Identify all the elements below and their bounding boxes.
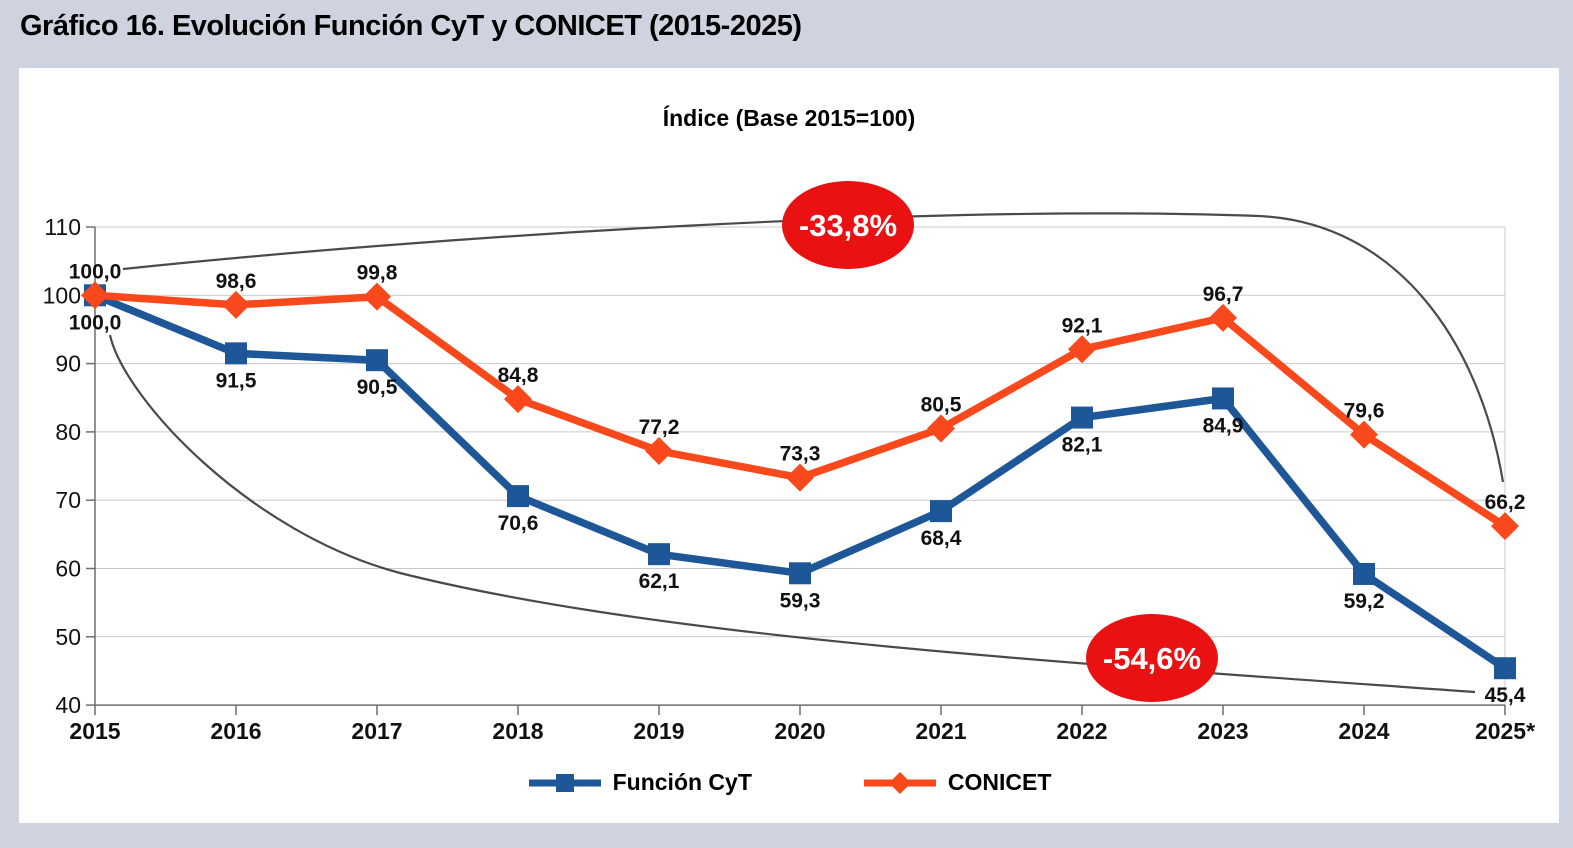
conicet-legend-marker (863, 771, 936, 794)
funcion-cyt-value-label-2018: 70,6 (498, 512, 539, 535)
conicet-value-label-2023: 96,7 (1203, 283, 1244, 306)
funcion-cyt-marker-2023 (1212, 387, 1234, 410)
funcion-cyt-marker-2022 (1071, 406, 1093, 429)
conicet-value-label-2020: 73,3 (780, 443, 821, 466)
funcion-cyt-value-label-2019: 62,1 (639, 570, 680, 593)
legend-item-funcion-cyt: Función CyT (527, 769, 752, 796)
conicet-marker-2025- (1491, 512, 1519, 541)
y-axis-label-70: 70 (55, 487, 81, 513)
conicet-marker-2022 (1068, 335, 1096, 364)
conicet-value-label-2018: 84,8 (498, 364, 539, 387)
y-axis-label-100: 100 (43, 282, 81, 308)
funcion-cyt-legend-marker (528, 773, 601, 792)
x-axis-label-2019: 2019 (633, 718, 684, 744)
conicet-marker-2020 (786, 463, 814, 492)
x-axis-label-2025-: 2025* (1475, 718, 1535, 744)
legend-label-conicet: CONICET (947, 769, 1052, 795)
conicet-value-label-2019: 77,2 (639, 416, 680, 439)
conicet-marker-2023 (1209, 303, 1237, 332)
funcion-cyt-value-label-2025-: 45,4 (1485, 684, 1526, 707)
funcion-cyt-marker-2021 (930, 500, 952, 523)
legend-item-conicet: CONICET (862, 769, 1052, 796)
funcion-cyt-value-label-2023: 84,9 (1203, 414, 1244, 437)
y-axis-label-40: 40 (55, 692, 81, 718)
funcion-cyt-value-label-2024: 59,2 (1344, 590, 1385, 613)
funcion-cyt-decline-callout-curve (108, 334, 1476, 694)
conicet-value-label-2022: 92,1 (1062, 314, 1103, 337)
conicet-marker-2019 (645, 437, 673, 466)
chart-legend: Función CyT CONICET (19, 753, 1559, 796)
x-axis-label-2020: 2020 (774, 718, 825, 744)
funcion-cyt-marker-2024 (1353, 562, 1375, 585)
conicet-marker-2024 (1350, 420, 1378, 449)
y-axis-label-90: 90 (55, 351, 81, 377)
legend-label-funcion-cyt: Función CyT (612, 769, 752, 795)
x-axis-label-2021: 2021 (915, 718, 966, 744)
conicet-value-label-2021: 80,5 (921, 393, 962, 416)
funcion-cyt-value-label-2016: 91,5 (216, 369, 257, 392)
annotation-badge-conicet (782, 181, 914, 269)
x-axis-label-2016: 2016 (210, 718, 261, 744)
annotation-badge-label-conicet: -33,8% (799, 208, 897, 243)
conicet-value-label-2016: 98,6 (216, 270, 257, 293)
conicet-value-label-2025-: 66,2 (1485, 491, 1526, 514)
x-axis-label-2017: 2017 (351, 718, 402, 744)
y-axis-label-50: 50 (55, 624, 81, 650)
x-axis-label-2024: 2024 (1338, 718, 1389, 744)
x-axis-label-2018: 2018 (492, 718, 543, 744)
y-axis-label-80: 80 (55, 419, 81, 445)
annotation-badge-label-funcion-cyt: -54,6% (1103, 641, 1201, 676)
conicet-value-label-2015: 100,0 (69, 260, 122, 283)
funcion-cyt-marker-2017 (366, 349, 388, 372)
conicet-marker-2016 (222, 290, 250, 319)
funcion-cyt-marker-2020 (789, 562, 811, 585)
funcion-cyt-value-label-2017: 90,5 (357, 376, 398, 399)
conicet-marker-2017 (363, 282, 391, 311)
chart-panel: Índice (Base 2015=100) 40 50 60 70 80 90 100 11… (19, 68, 1559, 823)
chart-title: Índice (Base 2015=100) (662, 105, 916, 131)
conicet-marker-2021 (927, 414, 955, 443)
line-chart-plot: 40 50 60 70 80 90 100 110 2015 2016 2017 2018 2019 20… (43, 181, 1535, 744)
conicet-value-label-2024: 79,6 (1344, 400, 1385, 423)
x-axis-label-2023: 2023 (1197, 718, 1248, 744)
x-axis-label-2015: 2015 (69, 718, 120, 744)
conicet-decline-callout-curve (122, 212, 1505, 483)
funcion-cyt-value-label-2022: 82,1 (1062, 434, 1103, 457)
funcion-cyt-marker-2025- (1494, 657, 1516, 680)
funcion-cyt-marker-2019 (648, 543, 670, 566)
y-axis-label-110: 110 (44, 214, 81, 240)
funcion-cyt-value-label-2015: 100,0 (69, 311, 122, 334)
conicet-value-label-2017: 99,8 (357, 262, 398, 285)
conicet-marker-2018 (504, 385, 532, 414)
x-axis-label-2022: 2022 (1056, 718, 1107, 744)
annotation-badge-funcion-cyt (1086, 614, 1218, 702)
page-title: Gráfico 16. Evolución Función CyT y CONI… (20, 10, 802, 42)
y-axis-label-60: 60 (55, 556, 81, 582)
funcion-cyt-value-label-2020: 59,3 (780, 589, 821, 612)
conicet-marker-2015 (81, 281, 109, 310)
funcion-cyt-value-label-2021: 68,4 (921, 527, 962, 550)
funcion-cyt-marker-2016 (225, 342, 247, 365)
funcion-cyt-marker-2018 (507, 485, 529, 508)
